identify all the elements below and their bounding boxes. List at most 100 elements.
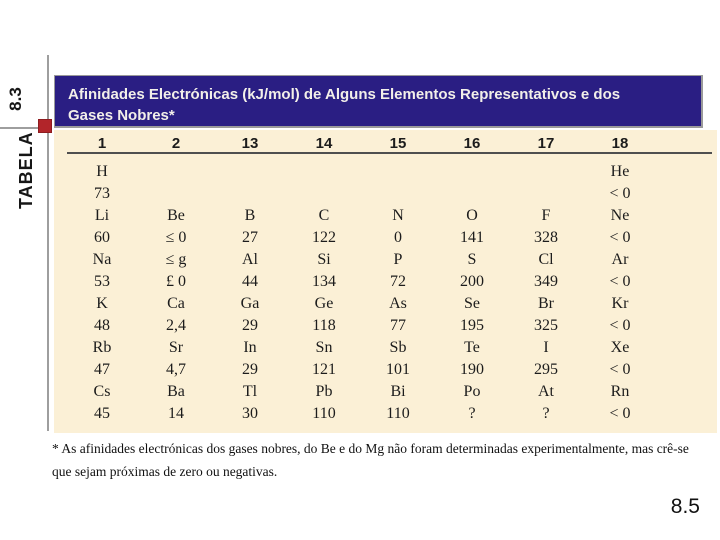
table-cell: Ar [611,251,629,268]
table-cell [287,183,361,205]
footnote-line-2: que sejam próximas de zero ou negativas. [52,464,278,479]
table-cell: Sb [389,339,407,356]
table-cell: ? [468,405,476,422]
table-title-line-1: Afinidades Electrónicas (kJ/mol) de Algu… [68,86,621,103]
table-cell: 0 [394,229,402,246]
table-cell: Sn [315,339,333,356]
table-cell: Pb [315,383,333,400]
table-cell: < 0 [609,317,631,334]
table-cell: Ca [167,295,185,312]
table-cell: 101 [386,361,410,378]
table-cell: £ 0 [166,273,186,290]
table-cell [435,183,509,205]
table-cell: S [467,251,477,268]
footnote: * As afinidades electrónicas dos gases n… [52,437,720,483]
table-cell: 134 [312,273,336,290]
table-cell: Bi [390,383,406,400]
column-header: 13 [241,135,259,152]
table-cell: ≤ g [165,251,187,268]
table-cell: Si [317,251,331,268]
table-cell: Cl [538,251,554,268]
table-rail-label: TABELA [16,131,36,209]
table-cell: 29 [242,361,258,378]
table-cell: Cs [93,383,111,400]
table-cell: Se [464,295,480,312]
table-cell: K [96,295,108,312]
table-grid: H He 73 < 0 Li Be B C N O F Ne 60 ≤ 0 27 122 0 141 328 < 0 N… [65,161,657,425]
table-cell: Al [242,251,258,268]
table-cell: < 0 [609,273,631,290]
table-cell [287,161,361,183]
table-cell: ? [542,405,550,422]
column-header: 16 [463,135,481,152]
table-cell: 27 [242,229,258,246]
column-header: 1 [97,135,107,152]
table-cell [509,161,583,183]
table-cell: 349 [534,273,558,290]
red-corner-marker [38,119,52,133]
table-cell [213,183,287,205]
table-cell: Be [167,207,185,224]
table-cell: Ga [240,295,260,312]
table-cell: C [318,207,330,224]
table-cell: Rn [610,383,630,400]
table-cell: 118 [312,317,336,334]
table-cell: 45 [94,405,110,422]
column-header-row: 1 2 13 14 15 16 17 18 [65,135,657,153]
table-cell: Na [92,251,112,268]
column-header: 17 [537,135,555,152]
table-cell: 30 [242,405,258,422]
table-cell: 110 [386,405,410,422]
table-cell: 200 [460,273,484,290]
table-title-line-2: Gases Nobres* [68,107,175,124]
table-cell: At [538,383,554,400]
table-cell: < 0 [609,229,631,246]
table-cell: 295 [534,361,558,378]
table-cell [361,183,435,205]
table-cell: 29 [242,317,258,334]
table-cell: 72 [390,273,406,290]
table-cell [139,183,213,205]
table-cell: 190 [460,361,484,378]
table-cell: Po [463,383,481,400]
table-cell: Tl [242,383,258,400]
table-cell: O [466,207,478,224]
table-cell: 110 [312,405,336,422]
table-cell: 48 [94,317,110,334]
table-cell: As [389,295,407,312]
table-cell: 122 [312,229,336,246]
table-cell: 53 [94,273,110,290]
table-cell: 195 [460,317,484,334]
table-cell: Te [464,339,480,356]
table-cell: < 0 [609,185,631,202]
table-cell: 141 [460,229,484,246]
table-cell: 47 [94,361,110,378]
table-cell [213,161,287,183]
table-cell: 4,7 [166,361,186,378]
table-cell [435,161,509,183]
rail-divider-line [0,127,47,129]
table-cell [509,183,583,205]
table-cell: < 0 [609,361,631,378]
table-cell: Ge [314,295,334,312]
table-cell: Xe [610,339,630,356]
table-cell: Ne [610,207,630,224]
table-cell: 44 [242,273,258,290]
table-cell: 60 [94,229,110,246]
column-header: 2 [171,135,181,152]
table-cell: In [243,339,257,356]
table-cell: Sr [168,339,184,356]
table-cell: 325 [534,317,558,334]
table-cell: Rb [92,339,112,356]
page-number: 8.5 [670,495,700,518]
table-cell: Kr [611,295,629,312]
table-cell: 2,4 [166,317,186,334]
table-cell: F [541,207,551,224]
table-cell: 77 [390,317,406,334]
table-cell: < 0 [609,405,631,422]
table-cell [361,161,435,183]
table-cell: He [610,163,630,180]
table-cell [139,161,213,183]
